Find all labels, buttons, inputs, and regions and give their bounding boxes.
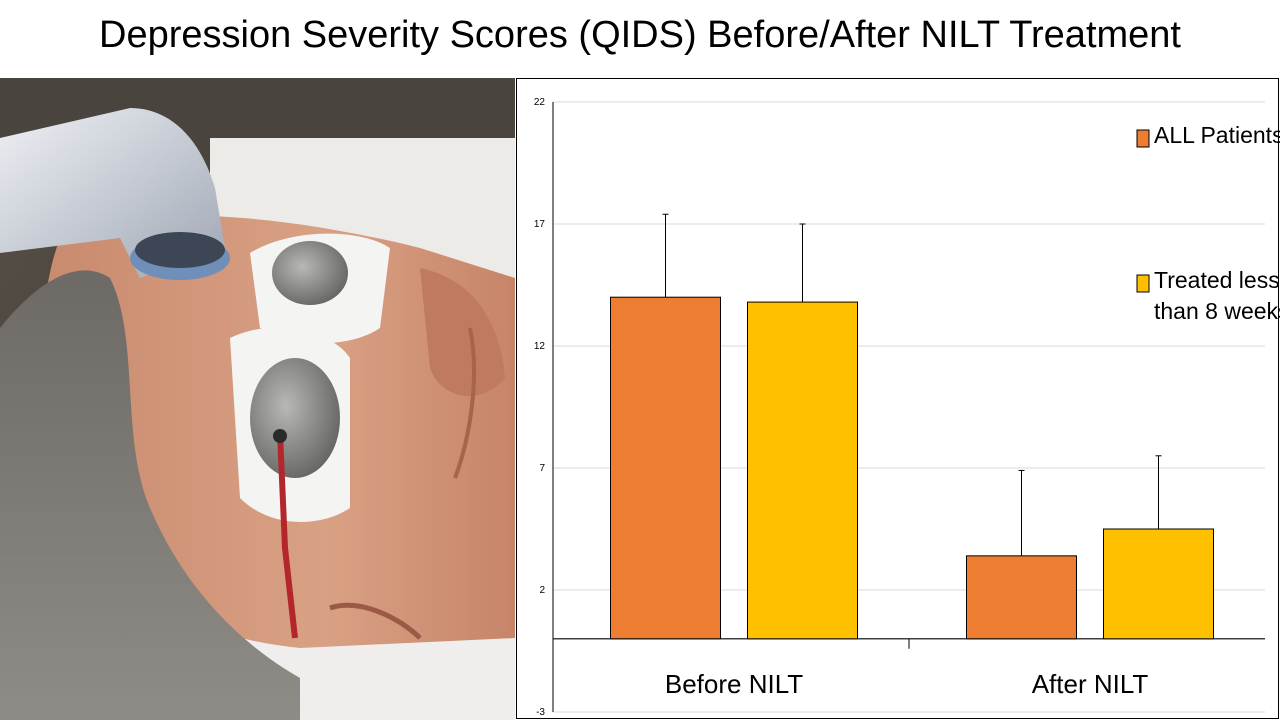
legend-swatch — [1136, 274, 1150, 293]
treatment-photo — [0, 78, 515, 720]
bar-treated-lt-8-weeks-after — [1103, 528, 1214, 640]
legend-swatch — [1136, 129, 1150, 148]
bar-treated-lt-8-weeks-before — [747, 301, 858, 640]
legend-label: ALL Patients — [1154, 122, 1280, 148]
y-tick-label: 17 — [534, 219, 546, 230]
patient-laser-photo — [0, 78, 515, 720]
bar-chart: 22 17 12 7 2 -3 Before NILT After NILT ALL Patie… — [534, 97, 1280, 718]
bar-all-patients-before — [610, 296, 721, 640]
y-tick-label: 2 — [539, 585, 545, 596]
y-tick-label: 12 — [534, 341, 546, 352]
bar-all-patients-after — [966, 555, 1077, 640]
y-tick-label: 7 — [539, 463, 545, 474]
slide-title: Depression Severity Scores (QIDS) Before… — [99, 14, 1181, 56]
y-tick-label: 22 — [534, 97, 546, 108]
legend-label: Treated less — [1154, 267, 1280, 293]
category-label: Before NILT — [665, 669, 803, 699]
y-tick-label: -3 — [536, 707, 545, 718]
chart-panel: 22 17 12 7 2 -3 Before NILT After NILT ALL Patie… — [516, 78, 1280, 719]
category-label: After NILT — [1032, 669, 1149, 699]
legend-label: than 8 weeks — [1154, 298, 1280, 324]
